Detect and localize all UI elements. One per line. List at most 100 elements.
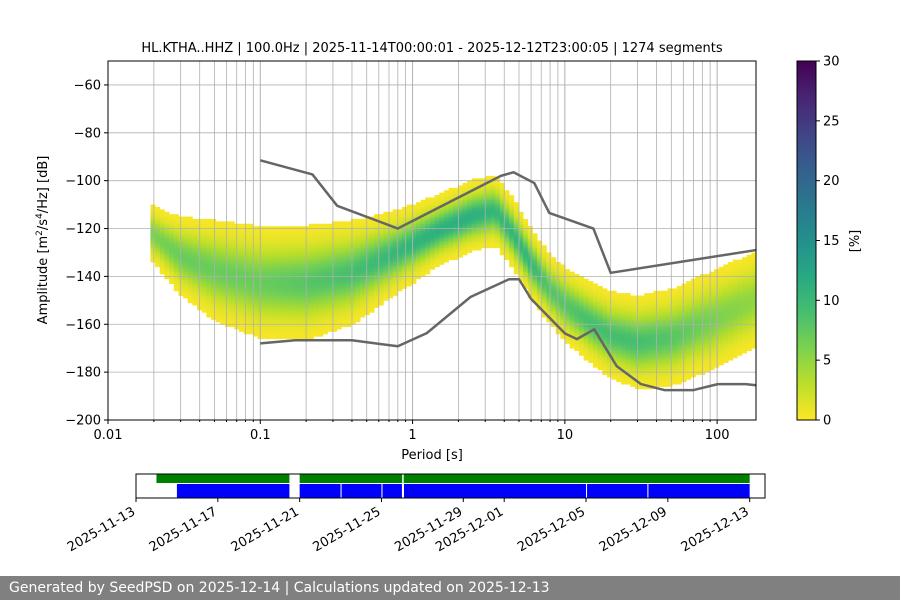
density-cell [332,307,338,311]
density-cell [709,305,715,308]
density-cell [648,333,654,337]
density-cell [453,242,459,246]
density-cell [513,240,519,244]
density-cell [676,374,682,378]
density-cell [509,199,515,203]
density-cell [322,226,328,229]
density-cell [229,283,235,287]
density-cell [397,250,403,253]
density-cell [248,264,254,268]
density-cell [355,278,361,282]
density-cell [150,221,156,225]
density-cell [602,317,608,320]
density-cell [620,341,626,344]
density-cell [192,238,198,241]
density-cell [169,254,175,258]
density-cell [630,338,636,342]
density-cell [318,281,324,284]
density-cell [280,276,286,280]
density-cell [723,352,729,356]
density-cell [439,240,445,244]
density-cell [546,309,552,313]
density-cell [304,250,310,253]
density-cell [299,297,305,301]
density-cell [457,199,463,203]
density-cell [187,290,193,294]
density-cell [602,319,608,323]
density-cell [672,355,678,359]
density-cell [355,223,361,227]
density-cell [434,221,440,225]
density-cell [709,331,715,335]
density-cell [737,293,743,296]
density-cell [304,314,310,318]
density-cell [192,252,198,256]
density-cell [541,297,547,301]
density-cell [569,321,575,325]
density-cell [448,247,454,251]
density-cell [299,262,305,265]
density-cell [262,302,268,306]
density-cell [578,288,585,292]
density-cell [350,240,356,244]
density-cell [513,204,519,208]
density-cell [401,226,408,229]
density-cell [532,285,538,289]
density-cell [229,271,235,275]
density-cell [318,274,324,277]
density-cell [206,228,212,232]
density-cell [681,350,687,354]
density-cell [341,235,347,239]
coverage-bar-top [299,474,750,483]
density-cell [350,259,356,263]
density-cell [592,348,599,351]
density-cell [653,345,659,349]
density-cell [383,283,389,287]
density-cell [714,345,720,349]
density-cell [616,319,622,323]
density-cell [271,309,277,313]
density-cell [443,216,449,220]
density-cell [457,228,463,232]
density-cell [434,195,440,198]
density-cell [569,312,575,316]
density-cell [169,259,175,263]
density-cell [509,226,515,229]
density-cell [644,343,650,347]
density-cell [681,314,687,318]
density-cell [248,245,254,249]
density-cell [415,209,422,213]
density-cell [322,331,328,335]
density-cell [746,336,752,340]
density-cell [648,317,654,320]
density-cell [266,321,272,325]
density-cell [737,302,743,306]
density-cell [401,218,408,222]
density-cell [602,360,608,363]
density-cell [462,230,468,234]
density-cell [476,216,482,220]
density-cell [299,309,305,313]
density-cell [313,250,319,253]
density-cell [723,357,729,361]
density-cell [262,252,268,256]
density-cell [290,295,296,299]
density-cell [308,285,314,289]
density-cell [425,221,431,225]
density-cell [723,285,729,289]
density-cell [714,309,720,313]
density-cell [737,352,743,356]
density-cell [551,274,557,277]
density-cell [332,259,338,263]
density-cell [150,257,156,261]
density-cell [578,338,585,342]
density-cell [346,314,352,318]
density-cell [551,290,557,294]
density-cell [290,247,296,251]
density-cell [383,276,389,280]
density-cell [695,364,701,368]
density-cell [383,271,389,275]
density-cell [644,305,650,308]
density-cell [597,305,603,308]
density-cell [294,240,300,244]
